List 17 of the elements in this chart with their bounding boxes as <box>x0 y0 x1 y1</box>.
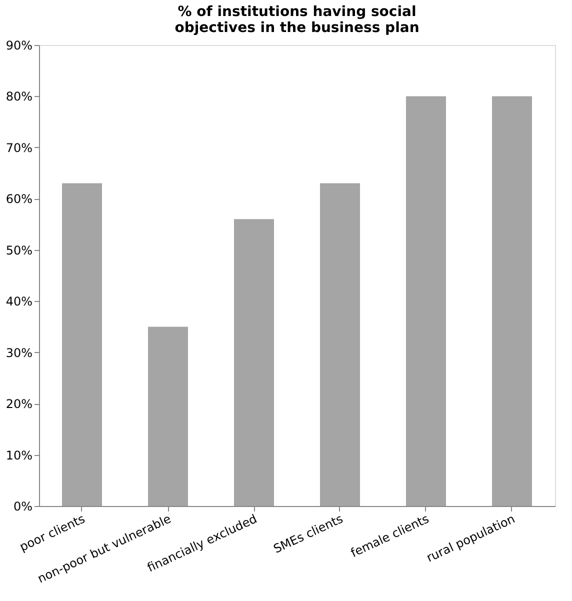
y-tick-label: 60% <box>6 192 32 206</box>
chart-title: % of institutions having social objectives in the business plan <box>174 4 420 36</box>
y-tick-label: 40% <box>6 294 32 309</box>
bar <box>406 96 446 506</box>
y-tick-label: 0% <box>13 500 32 514</box>
y-tick-label: 50% <box>6 243 32 258</box>
y-tick-label: 80% <box>6 90 32 104</box>
bar <box>492 96 532 506</box>
y-tick-label: 70% <box>6 140 32 155</box>
bar <box>62 183 102 506</box>
y-tick-label: 30% <box>6 346 32 360</box>
y-tick-label: 10% <box>6 448 32 462</box>
y-tick-label: 20% <box>6 397 32 412</box>
bar <box>234 219 274 506</box>
bar <box>320 183 360 506</box>
y-tick-label: 90% <box>6 38 32 52</box>
bar <box>148 326 188 506</box>
